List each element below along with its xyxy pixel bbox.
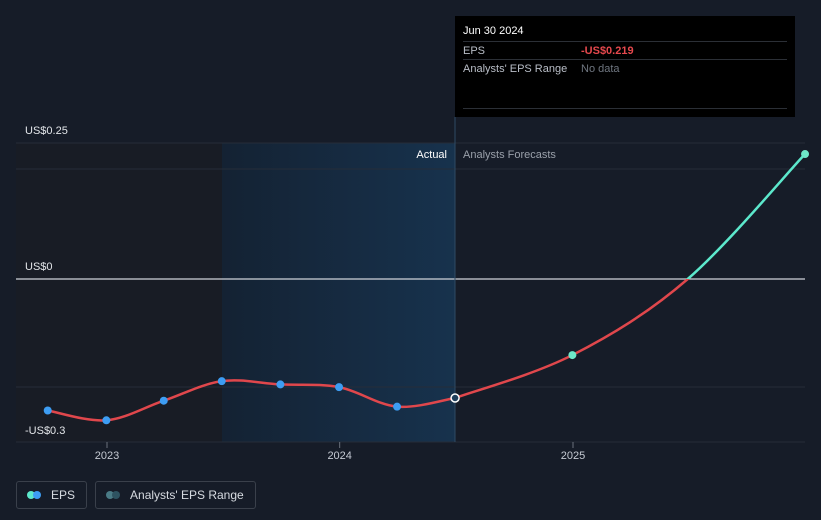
eps-legend-dot-1 bbox=[27, 491, 35, 499]
eps-actual-line bbox=[47, 379, 456, 422]
eps-forecast-point-2 bbox=[801, 150, 810, 159]
eps-point-3 bbox=[217, 377, 226, 386]
y-axis-label-zero: US$0 bbox=[25, 261, 53, 273]
past-band bbox=[16, 143, 222, 442]
legend-label-eps: EPS bbox=[51, 488, 76, 502]
range-legend-dot-2 bbox=[112, 491, 121, 499]
region-label-forecast: Analysts Forecasts bbox=[463, 149, 556, 161]
y-axis-label-top: US$0.25 bbox=[25, 125, 68, 137]
eps-point-6 bbox=[393, 402, 402, 411]
x-tick-label-2024: 2024 bbox=[327, 450, 351, 462]
eps-point-4 bbox=[276, 380, 285, 389]
tooltip-date: Jun 30 2024 bbox=[463, 25, 524, 37]
legend-item-eps[interactable]: EPS bbox=[16, 481, 88, 509]
x-tick-label-2023: 2023 bbox=[95, 450, 119, 462]
tooltip: Jun 30 2024 EPS -US$0.219 Analysts' EPS … bbox=[455, 16, 795, 117]
eps-hover-point bbox=[450, 393, 460, 403]
tooltip-eps-value: -US$0.219 bbox=[581, 44, 634, 57]
eps-legend-icon bbox=[27, 491, 43, 499]
eps-legend-dot-2 bbox=[33, 491, 41, 499]
eps-point-5 bbox=[335, 383, 344, 392]
legend: EPS Analysts' EPS Range bbox=[16, 481, 256, 509]
eps-forecast-line-positive bbox=[685, 153, 806, 279]
eps-forecast-point-0 bbox=[568, 351, 577, 360]
eps-point-1 bbox=[102, 416, 111, 425]
eps-forecast-line-negative bbox=[454, 279, 690, 400]
y-axis-label-bottom: -US$0.3 bbox=[25, 425, 65, 437]
region-label-actual: Actual bbox=[416, 149, 447, 161]
tooltip-range-value: No data bbox=[581, 62, 620, 75]
eps-point-2 bbox=[159, 396, 168, 405]
actual-band bbox=[222, 143, 455, 442]
legend-label-eps-range: Analysts' EPS Range bbox=[130, 488, 244, 502]
tooltip-eps-label: EPS bbox=[463, 44, 486, 57]
x-tick-label-2025: 2025 bbox=[561, 450, 585, 462]
tooltip-row-range: Analysts' EPS Range No data bbox=[463, 59, 787, 77]
eps-point-0 bbox=[43, 406, 52, 415]
legend-item-eps-range[interactable]: Analysts' EPS Range bbox=[95, 481, 256, 509]
range-legend-dot-1 bbox=[106, 491, 115, 499]
eps-range-legend-icon bbox=[106, 491, 122, 499]
tooltip-range-label: Analysts' EPS Range bbox=[463, 62, 568, 75]
tooltip-divider bbox=[463, 108, 787, 109]
tooltip-row-eps: EPS -US$0.219 bbox=[463, 41, 787, 59]
